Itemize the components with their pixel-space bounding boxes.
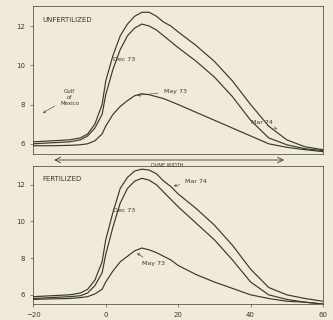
Text: Dec 73: Dec 73 [113, 208, 135, 213]
Text: Gulf
of
Mexico: Gulf of Mexico [44, 89, 79, 113]
Text: May 73: May 73 [138, 253, 165, 267]
Text: UNFERTILIZED: UNFERTILIZED [42, 17, 92, 23]
Text: Dec 73: Dec 73 [113, 57, 135, 62]
Text: FERTILIZED: FERTILIZED [42, 176, 81, 182]
Text: Mar 74: Mar 74 [250, 120, 277, 129]
Text: DUNE WIDTH: DUNE WIDTH [151, 163, 183, 168]
Text: May 73: May 73 [138, 89, 187, 96]
Text: Mar 74: Mar 74 [174, 179, 207, 187]
